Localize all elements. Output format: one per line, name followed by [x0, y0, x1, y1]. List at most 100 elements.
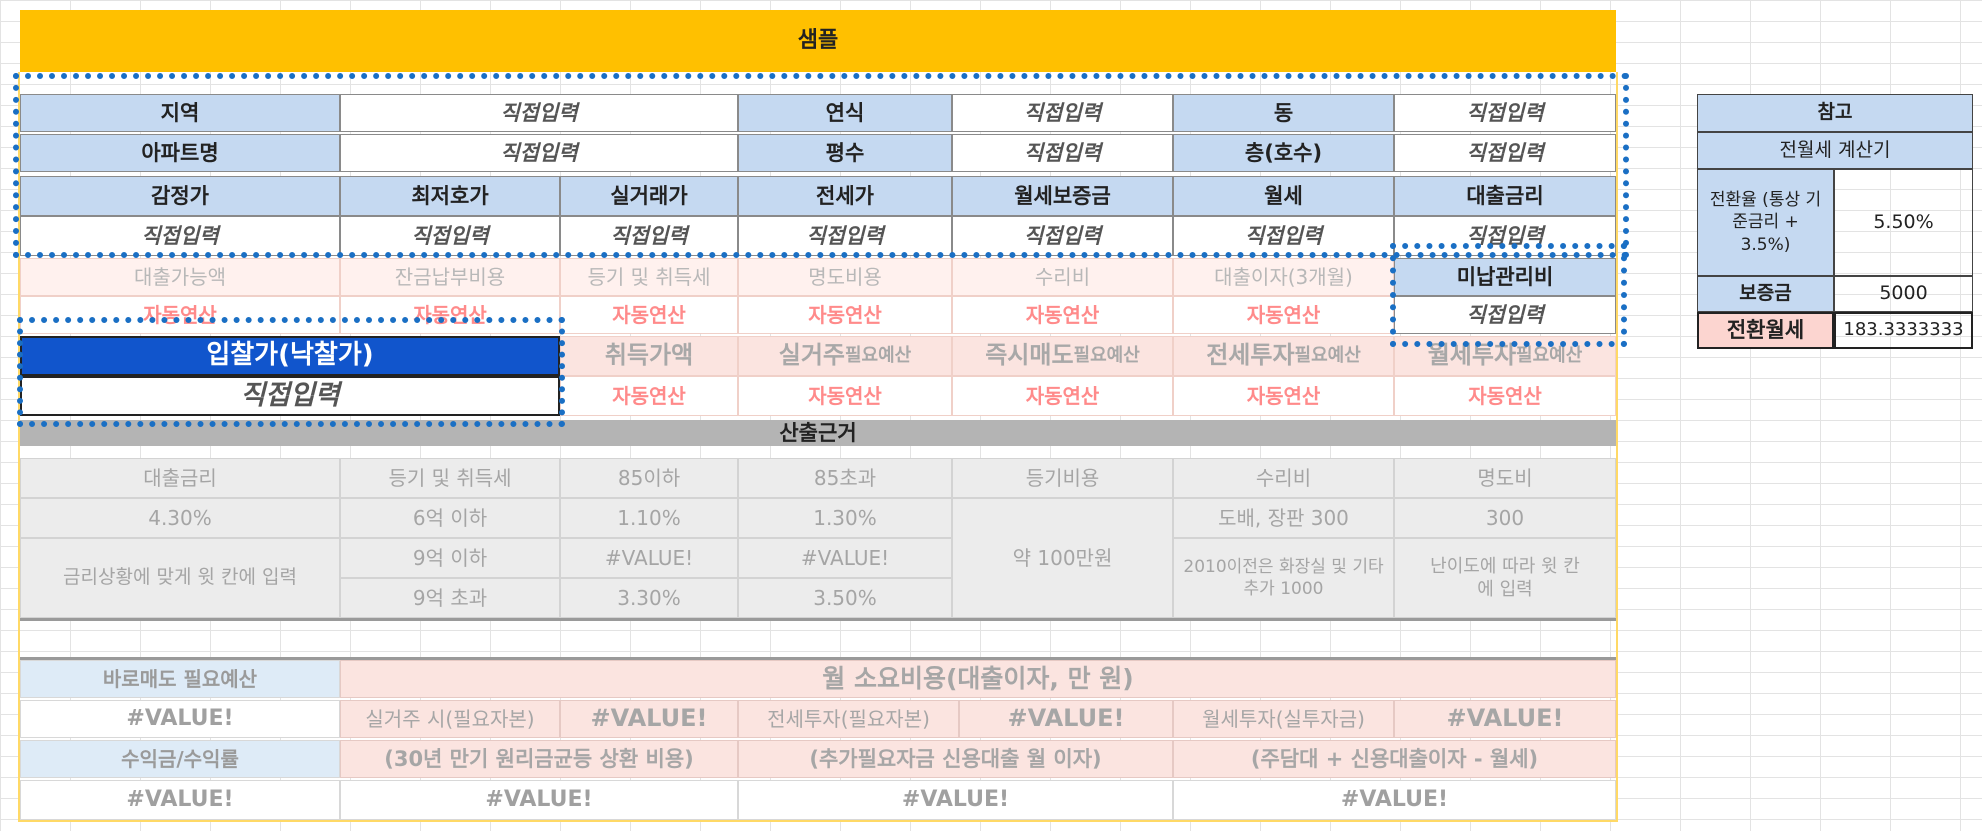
rent-calculator-title: 전월세 계산기: [1697, 132, 1973, 169]
tax-bracket-2-gt85: #VALUE!: [738, 538, 952, 578]
basis-col-loan-rate: 대출금리: [20, 458, 340, 498]
unpaid-fees-input[interactable]: 직접입력: [1394, 296, 1616, 334]
profit-label: 수익금/수익률: [20, 740, 340, 778]
basis-col-reg-cost: 등기비용: [952, 458, 1173, 498]
live-total-value[interactable]: #VALUE!: [340, 780, 738, 820]
deposit-ref-label: 보증금: [1697, 276, 1834, 312]
jeonse-capital-value[interactable]: #VALUE!: [959, 700, 1173, 738]
acquisition-value[interactable]: 자동연산: [560, 376, 738, 416]
unpaid-fees-label: 미납관리비: [1394, 258, 1616, 296]
sheet-title[interactable]: 샘플: [20, 10, 1616, 72]
conversion-rate-value[interactable]: 5.50%: [1834, 169, 1973, 276]
floor-label: 층(호수): [1173, 134, 1394, 172]
wolse-capital-value[interactable]: #VALUE!: [1394, 700, 1616, 738]
appraisal-input[interactable]: 직접입력: [20, 216, 340, 256]
wolse-note: (주담대 + 신용대출이자 - 월세): [1173, 740, 1616, 778]
year-input[interactable]: 직접입력: [952, 94, 1173, 132]
actual-price-input[interactable]: 직접입력: [560, 216, 738, 256]
jeonse-invest-budget-label: 전세투자 필요예산: [1173, 336, 1394, 376]
section-divider: [20, 657, 1616, 660]
jeonse-note: (추가필요자금 신용대출 월 이자): [738, 740, 1173, 778]
loan-rate-input[interactable]: 직접입력: [1394, 216, 1616, 256]
registration-tax-label: 등기 및 취득세: [560, 258, 738, 296]
region-label: 지역: [20, 94, 340, 132]
tax-bracket-1-gt85: 1.30%: [738, 498, 952, 538]
converted-rent-value[interactable]: 183.3333333: [1834, 312, 1973, 349]
repair-cost-value[interactable]: 자동연산: [952, 296, 1173, 334]
repair-default-value: 도배, 장판 300: [1173, 498, 1394, 538]
basis-col-tax: 등기 및 취득세: [340, 458, 560, 498]
balance-payment-label: 잔금납부비용: [340, 258, 560, 296]
live-budget-value[interactable]: 자동연산: [738, 376, 952, 416]
loan-interest-value[interactable]: 자동연산: [1173, 296, 1394, 334]
eviction-cost-value[interactable]: 자동연산: [738, 296, 952, 334]
loan-available-value[interactable]: 자동연산: [20, 296, 340, 334]
balance-payment-value[interactable]: 자동연산: [340, 296, 560, 334]
area-input[interactable]: 직접입력: [952, 134, 1173, 172]
monthly-rent-label: 월세: [1173, 176, 1394, 216]
deposit-input[interactable]: 직접입력: [952, 216, 1173, 256]
wolse-invest-budget-label: 월세투자 필요예산: [1394, 336, 1616, 376]
eviction-default-value: 300: [1394, 498, 1616, 538]
repair-note: 2010이전은 화장실 및 기타 추가 1000: [1173, 538, 1394, 618]
jeonse-price-input[interactable]: 직접입력: [738, 216, 952, 256]
live-capital-value[interactable]: #VALUE!: [560, 700, 738, 738]
loan-interest-label: 대출이자(3개월): [1173, 258, 1394, 296]
basis-col-gt85: 85초과: [738, 458, 952, 498]
basis-loan-rate-value[interactable]: 4.30%: [20, 498, 340, 538]
region-input[interactable]: 직접입력: [340, 94, 738, 132]
quick-sale-budget-label: 즉시매도 필요예산: [952, 336, 1173, 376]
basis-header: 산출근거: [20, 420, 1616, 446]
tax-bracket-2-label: 9억 이하: [340, 538, 560, 578]
bid-price-label: 입찰가(낙찰가): [20, 336, 560, 376]
jeonse-capital-label: 전세투자(필요자본): [738, 700, 959, 738]
min-ask-input[interactable]: 직접입력: [340, 216, 560, 256]
section-divider: [20, 618, 1616, 621]
apt-input[interactable]: 직접입력: [340, 134, 738, 172]
acquisition-value-label: 취득가액: [560, 336, 738, 376]
jeonse-total-value[interactable]: #VALUE!: [738, 780, 1173, 820]
bid-price-input[interactable]: 직접입력: [20, 376, 560, 416]
jeonse-price-label: 전세가: [738, 176, 952, 216]
actual-price-label: 실거래가: [560, 176, 738, 216]
reg-cost-value: 약 100만원: [952, 498, 1173, 618]
right-border: [1616, 72, 1618, 822]
tax-bracket-3-gt85: 3.50%: [738, 578, 952, 618]
basis-col-eviction: 명도비: [1394, 458, 1616, 498]
basis-col-repair: 수리비: [1173, 458, 1394, 498]
live-note: (30년 만기 원리금균등 상환 비용): [340, 740, 738, 778]
loan-rate-note: 금리상황에 맞게 윗 칸에 입력: [20, 538, 340, 618]
wolse-total-value[interactable]: #VALUE!: [1173, 780, 1616, 820]
profit-value[interactable]: #VALUE!: [20, 780, 340, 820]
monthly-cost-header: 월 소요비용(대출이자, 만 원): [340, 660, 1616, 698]
tax-bracket-1-le85: 1.10%: [560, 498, 738, 538]
jeonse-invest-budget-value[interactable]: 자동연산: [1173, 376, 1394, 416]
eviction-cost-label: 명도비용: [738, 258, 952, 296]
area-label: 평수: [738, 134, 952, 172]
monthly-rent-input[interactable]: 직접입력: [1173, 216, 1394, 256]
left-border: [18, 72, 20, 822]
basis-col-le85: 85이하: [560, 458, 738, 498]
floor-input[interactable]: 직접입력: [1394, 134, 1616, 172]
loan-rate-label: 대출금리: [1394, 176, 1616, 216]
conversion-rate-label: 전환율 (통상 기준금리 + 3.5%): [1697, 169, 1834, 276]
eviction-note: 난이도에 따라 윗 칸에 입력: [1394, 538, 1616, 618]
deposit-ref-value[interactable]: 5000: [1834, 276, 1973, 312]
appraisal-label: 감정가: [20, 176, 340, 216]
tax-bracket-3-label: 9억 초과: [340, 578, 560, 618]
dong-input[interactable]: 직접입력: [1394, 94, 1616, 132]
quick-sale-need-label: 바로매도 필요예산: [20, 660, 340, 698]
tax-bracket-1-label: 6억 이하: [340, 498, 560, 538]
apt-label: 아파트명: [20, 134, 340, 172]
quick-sale-budget-value[interactable]: 자동연산: [952, 376, 1173, 416]
live-budget-label: 실거주 필요예산: [738, 336, 952, 376]
loan-available-label: 대출가능액: [20, 258, 340, 296]
repair-cost-label: 수리비: [952, 258, 1173, 296]
deposit-label: 월세보증금: [952, 176, 1173, 216]
year-label: 연식: [738, 94, 952, 132]
tax-bracket-3-le85: 3.30%: [560, 578, 738, 618]
wolse-invest-budget-value[interactable]: 자동연산: [1394, 376, 1616, 416]
quick-sale-need-value[interactable]: #VALUE!: [20, 700, 340, 738]
converted-rent-label: 전환월세: [1697, 312, 1834, 349]
registration-tax-value[interactable]: 자동연산: [560, 296, 738, 334]
